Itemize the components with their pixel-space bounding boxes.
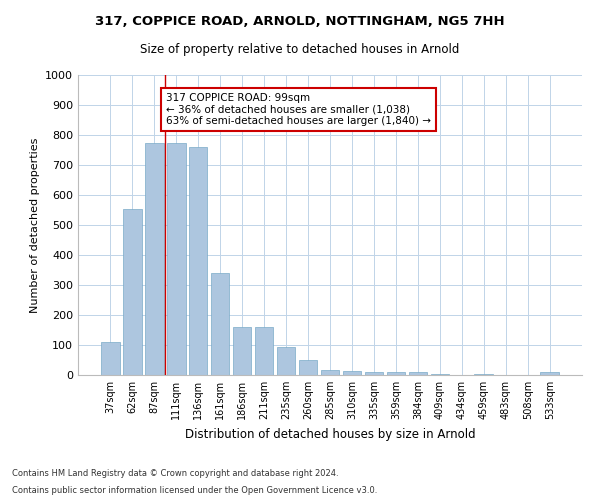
X-axis label: Distribution of detached houses by size in Arnold: Distribution of detached houses by size …: [185, 428, 475, 440]
Bar: [101, 342, 119, 375]
Bar: [233, 327, 251, 375]
Bar: [365, 372, 383, 375]
Bar: [386, 372, 405, 375]
Text: 317, COPPICE ROAD, ARNOLD, NOTTINGHAM, NG5 7HH: 317, COPPICE ROAD, ARNOLD, NOTTINGHAM, N…: [95, 15, 505, 28]
Bar: [145, 142, 164, 375]
Bar: [189, 147, 208, 375]
Bar: [277, 346, 295, 375]
Text: Contains public sector information licensed under the Open Government Licence v3: Contains public sector information licen…: [12, 486, 377, 495]
Text: 317 COPPICE ROAD: 99sqm
← 36% of detached houses are smaller (1,038)
63% of semi: 317 COPPICE ROAD: 99sqm ← 36% of detache…: [166, 93, 431, 126]
Bar: [255, 327, 274, 375]
Text: Size of property relative to detached houses in Arnold: Size of property relative to detached ho…: [140, 42, 460, 56]
Bar: [167, 142, 185, 375]
Bar: [320, 370, 340, 375]
Bar: [299, 360, 317, 375]
Bar: [475, 374, 493, 375]
Y-axis label: Number of detached properties: Number of detached properties: [29, 138, 40, 312]
Text: Contains HM Land Registry data © Crown copyright and database right 2024.: Contains HM Land Registry data © Crown c…: [12, 468, 338, 477]
Bar: [343, 372, 361, 375]
Bar: [211, 273, 229, 375]
Bar: [123, 208, 142, 375]
Bar: [541, 372, 559, 375]
Bar: [431, 374, 449, 375]
Bar: [409, 372, 427, 375]
